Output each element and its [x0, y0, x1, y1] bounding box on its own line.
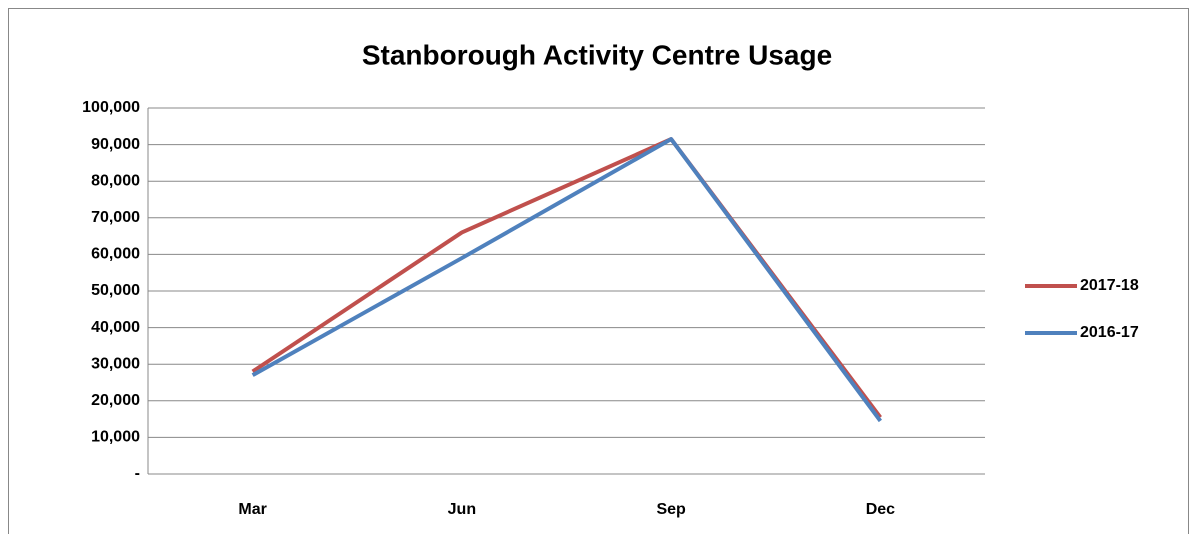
x-tick-label: Mar — [238, 501, 266, 518]
y-tick-label: - — [135, 465, 140, 482]
y-tick-label: 90,000 — [91, 136, 140, 153]
x-tick-label: Sep — [656, 501, 686, 518]
y-tick-label: 40,000 — [91, 319, 140, 336]
x-tick-label: Jun — [448, 501, 476, 518]
y-tick-label: 80,000 — [91, 172, 140, 189]
y-tick-label: 30,000 — [91, 355, 140, 372]
y-tick-label: 20,000 — [91, 392, 140, 409]
legend-label: 2017-18 — [1080, 277, 1139, 294]
legend-label: 2016-17 — [1080, 324, 1139, 341]
y-tick-label: 100,000 — [82, 99, 140, 116]
y-tick-label: 50,000 — [91, 282, 140, 299]
chart-frame — [8, 8, 1189, 534]
y-tick-label: 10,000 — [91, 429, 140, 446]
line-series — [251, 137, 882, 423]
x-tick-label: Dec — [866, 501, 895, 518]
y-tick-label: 60,000 — [91, 246, 140, 263]
y-tick-label: 70,000 — [91, 209, 140, 226]
chart-title: Stanborough Activity Centre Usage — [362, 39, 832, 70]
